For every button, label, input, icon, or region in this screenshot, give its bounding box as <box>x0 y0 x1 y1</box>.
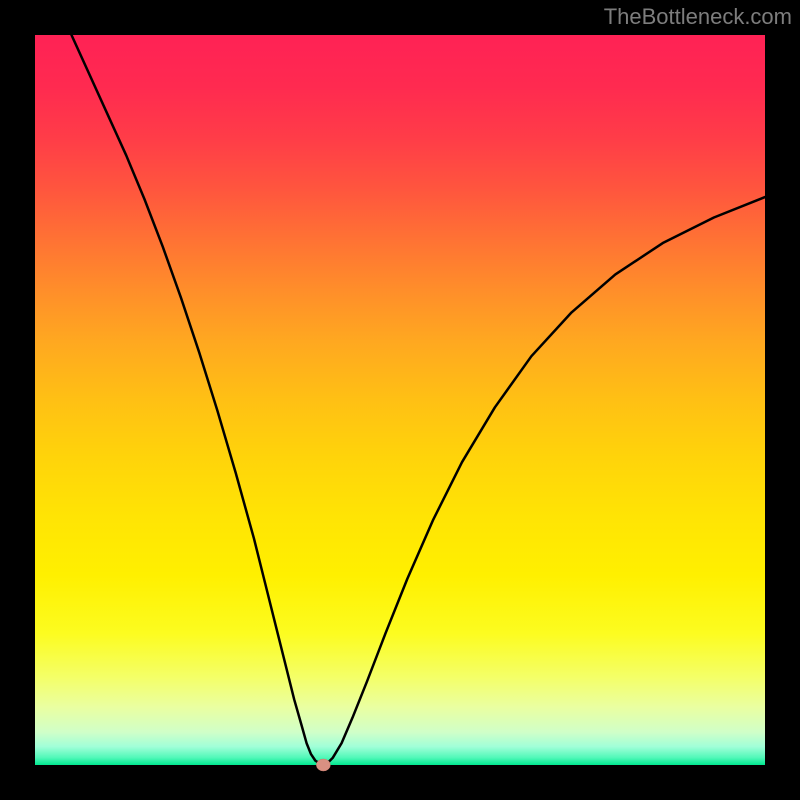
chart-frame: TheBottleneck.com <box>0 0 800 800</box>
watermark-text: TheBottleneck.com <box>604 4 792 30</box>
plot-area <box>35 35 765 765</box>
bottleneck-chart <box>0 0 800 800</box>
optimal-point-marker <box>316 759 330 771</box>
